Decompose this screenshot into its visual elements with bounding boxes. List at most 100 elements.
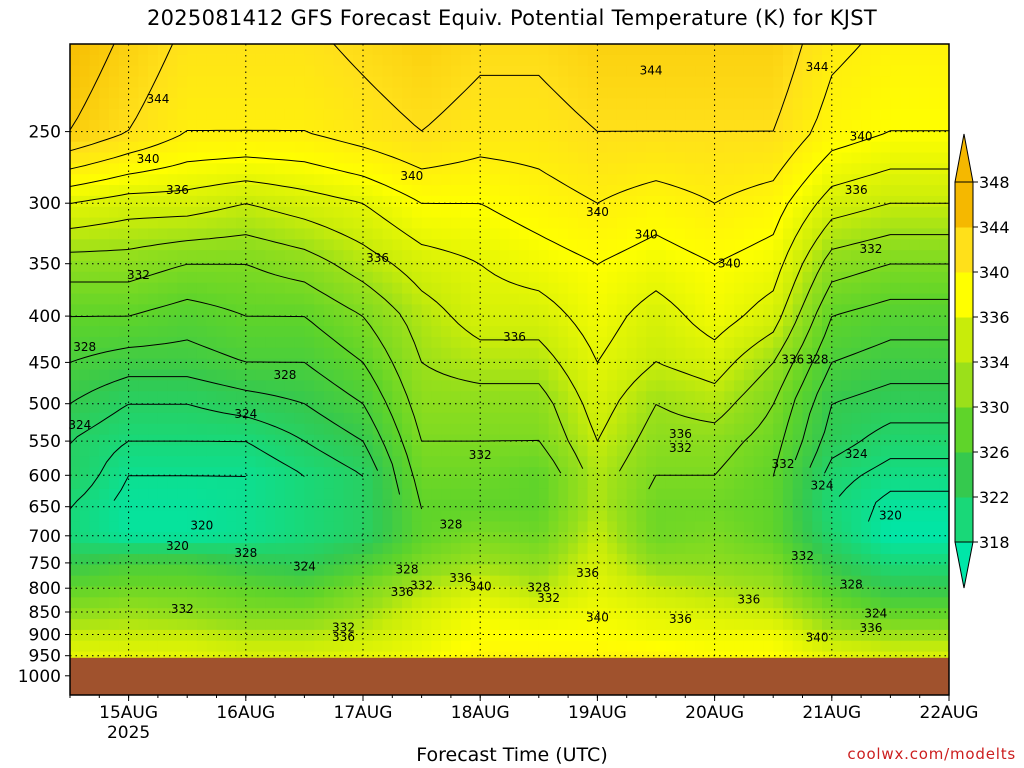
field-cell <box>636 423 647 436</box>
field-cell <box>333 651 345 664</box>
field-cell <box>743 380 755 392</box>
field-cell <box>753 65 765 78</box>
field-cell <box>99 141 110 154</box>
field-cell <box>157 65 169 78</box>
field-cell <box>167 543 179 555</box>
field-cell <box>499 478 511 490</box>
field-cell <box>421 130 432 143</box>
field-cell <box>421 423 432 436</box>
field-cell <box>441 174 452 186</box>
field-cell <box>480 206 491 219</box>
field-cell <box>548 44 559 56</box>
field-cell <box>851 586 862 598</box>
field-cell <box>284 488 296 501</box>
field-cell <box>841 336 852 349</box>
field-cell <box>782 586 794 598</box>
field-cell <box>323 293 335 305</box>
field-cell <box>314 315 325 327</box>
field-cell <box>646 54 657 67</box>
field-cell <box>167 380 179 392</box>
field-cell <box>489 347 501 360</box>
field-cell <box>870 217 882 230</box>
field-cell <box>499 553 511 566</box>
field-cell <box>792 109 804 121</box>
field-cell <box>460 456 472 468</box>
field-cell <box>441 532 452 544</box>
field-cell <box>558 640 569 653</box>
field-cell <box>695 434 706 447</box>
field-cell <box>870 65 882 78</box>
field-cell <box>480 293 491 305</box>
field-cell <box>802 152 813 164</box>
field-cell <box>548 445 559 457</box>
field-cell <box>792 402 804 414</box>
field-cell <box>109 293 120 305</box>
field-cell <box>460 586 472 598</box>
field-cell <box>724 98 735 110</box>
field-cell <box>460 553 472 566</box>
field-cell <box>773 553 784 566</box>
field-cell <box>460 412 472 425</box>
field-cell <box>489 423 501 436</box>
field-cell <box>441 608 452 620</box>
field-cell <box>753 119 765 132</box>
field-cell <box>656 119 667 132</box>
field-cell <box>529 510 540 522</box>
field-cell <box>421 239 432 251</box>
field-cell <box>460 347 472 360</box>
field-cell <box>255 575 266 588</box>
field-cell <box>284 336 296 349</box>
field-cell <box>460 445 472 457</box>
field-cell <box>763 315 774 327</box>
field-cell <box>607 119 618 132</box>
field-cell <box>548 543 559 555</box>
field-cell <box>333 98 345 110</box>
field-cell <box>187 250 198 262</box>
field-cell <box>421 402 432 414</box>
field-cell <box>538 608 550 620</box>
field-cell <box>255 434 266 447</box>
field-cell <box>99 239 110 251</box>
field-cell <box>187 87 198 99</box>
field-cell <box>685 532 696 544</box>
field-cell <box>167 250 179 262</box>
field-cell <box>763 564 774 577</box>
field-cell <box>626 271 638 284</box>
field-cell <box>265 44 276 56</box>
field-cell <box>411 54 423 67</box>
field-cell <box>450 391 462 403</box>
field-cell <box>333 119 345 132</box>
field-cell <box>177 597 188 609</box>
field-cell <box>382 315 393 327</box>
field-cell <box>802 543 813 555</box>
field-cell <box>226 619 237 631</box>
field-cell <box>343 608 354 620</box>
field-cell <box>206 402 218 414</box>
field-cell <box>343 445 354 457</box>
field-cell <box>99 553 110 566</box>
field-cell <box>206 423 218 436</box>
field-cell <box>646 239 657 251</box>
field-cell <box>695 174 706 186</box>
field-cell <box>226 326 237 338</box>
field-cell <box>109 445 120 457</box>
field-cell <box>128 629 139 642</box>
field-cell <box>304 217 315 230</box>
field-cell <box>499 402 511 414</box>
field-cell <box>421 456 432 468</box>
field-cell <box>616 640 628 653</box>
field-cell <box>509 185 520 197</box>
field-cell <box>577 629 589 642</box>
field-cell <box>724 206 735 219</box>
field-cell <box>763 130 774 143</box>
field-cell <box>226 543 237 555</box>
field-cell <box>587 336 598 349</box>
field-cell <box>187 619 198 631</box>
field-cell <box>480 488 491 501</box>
field-cell <box>714 543 725 555</box>
field-cell <box>89 250 100 262</box>
field-cell <box>656 402 667 414</box>
field-cell <box>196 640 208 653</box>
field-cell <box>177 488 188 501</box>
